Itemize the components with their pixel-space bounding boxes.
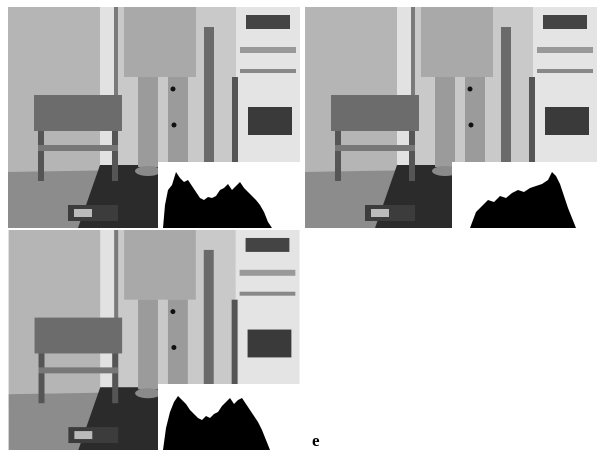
figure: e — [0, 0, 600, 453]
panel-label: e — [312, 431, 320, 450]
page: e (() => { const data = JSON.parse(docum… — [0, 0, 600, 453]
